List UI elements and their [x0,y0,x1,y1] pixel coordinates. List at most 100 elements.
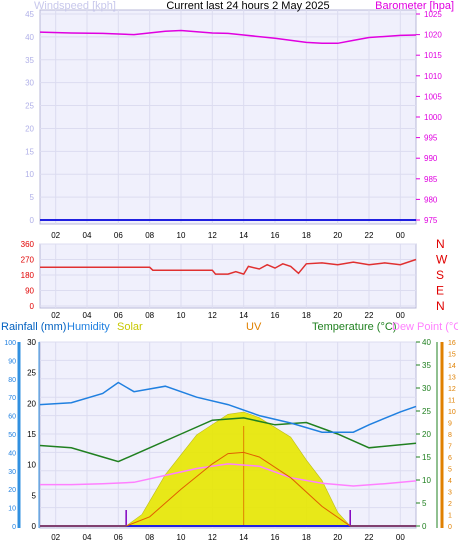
humidity-tick-label: 30 [8,469,16,476]
legend-rainfall: Rainfall (mm) [1,321,66,333]
left-tick-label: 180 [21,271,35,280]
x-tick-label: 12 [208,533,217,542]
temp-tick-label: 20 [422,430,431,439]
panel2-plot-area [39,243,417,309]
right-tick-label: 1005 [424,92,442,101]
left-tick-label: 5 [30,193,35,202]
panel1-right-label: Barometer [hpa] [375,0,454,12]
x-tick-label: 04 [83,231,92,240]
compass-label: N [436,237,445,251]
uv-tick-label: 10 [448,409,456,416]
legend-dewpoint: Dew Point (°C) [392,321,458,333]
temp-tick-label: 10 [422,476,431,485]
left-tick-label: 20 [25,124,34,133]
uv-tick-label: 16 [448,340,456,347]
right-tick-label: 1025 [424,10,442,19]
uv-tick-label: 2 [448,501,452,508]
uv-tick-label: 0 [448,524,452,531]
right-tick-label: 1020 [424,31,442,40]
left-tick-label: 35 [25,56,34,65]
right-tick-label: 985 [424,175,438,184]
rain-tick-label: 25 [27,369,36,378]
x-tick-label: 10 [177,231,186,240]
humidity-tick-label: 0 [12,524,16,531]
uv-tick-label: 9 [448,421,452,428]
wind-direction-line [40,258,417,275]
x-tick-label: 02 [51,231,60,240]
humidity-tick-label: 40 [8,450,16,457]
x-tick-label: 14 [239,533,248,542]
uv-tick-label: 13 [448,375,456,382]
x-tick-label: 16 [271,231,280,240]
rain-tick-label: 20 [27,399,36,408]
temp-tick-label: 40 [422,338,431,347]
left-tick-label: 360 [21,240,35,249]
x-tick-label: 02 [51,533,60,542]
dewpoint-line [40,463,417,487]
right-tick-label: 1010 [424,72,442,81]
humidity-line [39,381,417,433]
x-tick-label: 06 [114,231,123,240]
x-tick-label: 22 [365,533,374,542]
uv-tick-label: 3 [448,490,452,497]
x-tick-label: 12 [208,311,217,320]
humidity-tick-label: 90 [8,358,16,365]
left-tick-label: 0 [30,216,35,225]
uv-tick-label: 11 [448,398,455,405]
x-tick-label: 00 [396,533,405,542]
left-tick-label: 40 [25,33,34,42]
uv-tick-label: 1 [448,513,452,520]
rain-tick-label: 15 [27,430,36,439]
legend-temperature: Temperature (°C) [312,321,396,333]
uv-tick-label: 6 [448,455,452,462]
rain-tick-label: 5 [32,491,37,500]
humidity-tick-label: 20 [8,487,16,494]
rain-tick-label: 0 [32,522,37,531]
uv-tick-label: 8 [448,432,452,439]
temp-tick-label: 0 [422,522,427,531]
x-tick-label: 14 [239,311,248,320]
humidity-tick-label: 70 [8,395,16,402]
rain-tick-label: 10 [27,461,36,470]
x-tick-label: 16 [271,533,280,542]
left-tick-label: 30 [25,79,34,88]
humidity-tick-label: 100 [4,340,16,347]
x-tick-label: 20 [333,533,342,542]
compass-label: W [436,253,448,267]
right-tick-label: 990 [424,154,438,163]
temperature-line [39,417,417,463]
humidity-tick-label: 60 [8,414,16,421]
x-tick-label: 22 [365,311,374,320]
x-tick-label: 06 [114,533,123,542]
barometer-line [39,29,417,45]
x-tick-label: 16 [271,311,280,320]
uv-tick-label: 14 [448,363,456,370]
x-tick-label: 04 [83,311,92,320]
x-tick-label: 18 [302,311,311,320]
left-tick-label: 45 [25,10,34,19]
humidity-tick-label: 10 [8,506,16,513]
compass-label: E [436,284,444,298]
temp-tick-label: 25 [422,407,431,416]
uv-tick-label: 4 [448,478,452,485]
left-tick-label: 90 [25,287,34,296]
legend-uv: UV [246,321,262,333]
uv-line [40,451,416,527]
right-tick-label: 1000 [424,113,442,122]
x-tick-label: 10 [177,311,186,320]
x-tick-label: 00 [396,311,405,320]
x-tick-label: 08 [145,533,154,542]
x-tick-label: 00 [396,231,405,240]
rain-tick-label: 30 [27,338,36,347]
x-tick-label: 06 [114,311,123,320]
uv-tick-label: 12 [448,386,456,393]
left-tick-label: 270 [21,256,35,265]
temp-tick-label: 30 [422,384,431,393]
humidity-tick-label: 80 [8,377,16,384]
uv-tick-label: 7 [448,444,452,451]
temp-tick-label: 35 [422,361,431,370]
x-tick-label: 10 [177,533,186,542]
x-tick-label: 14 [239,231,248,240]
left-tick-label: 15 [25,147,34,156]
